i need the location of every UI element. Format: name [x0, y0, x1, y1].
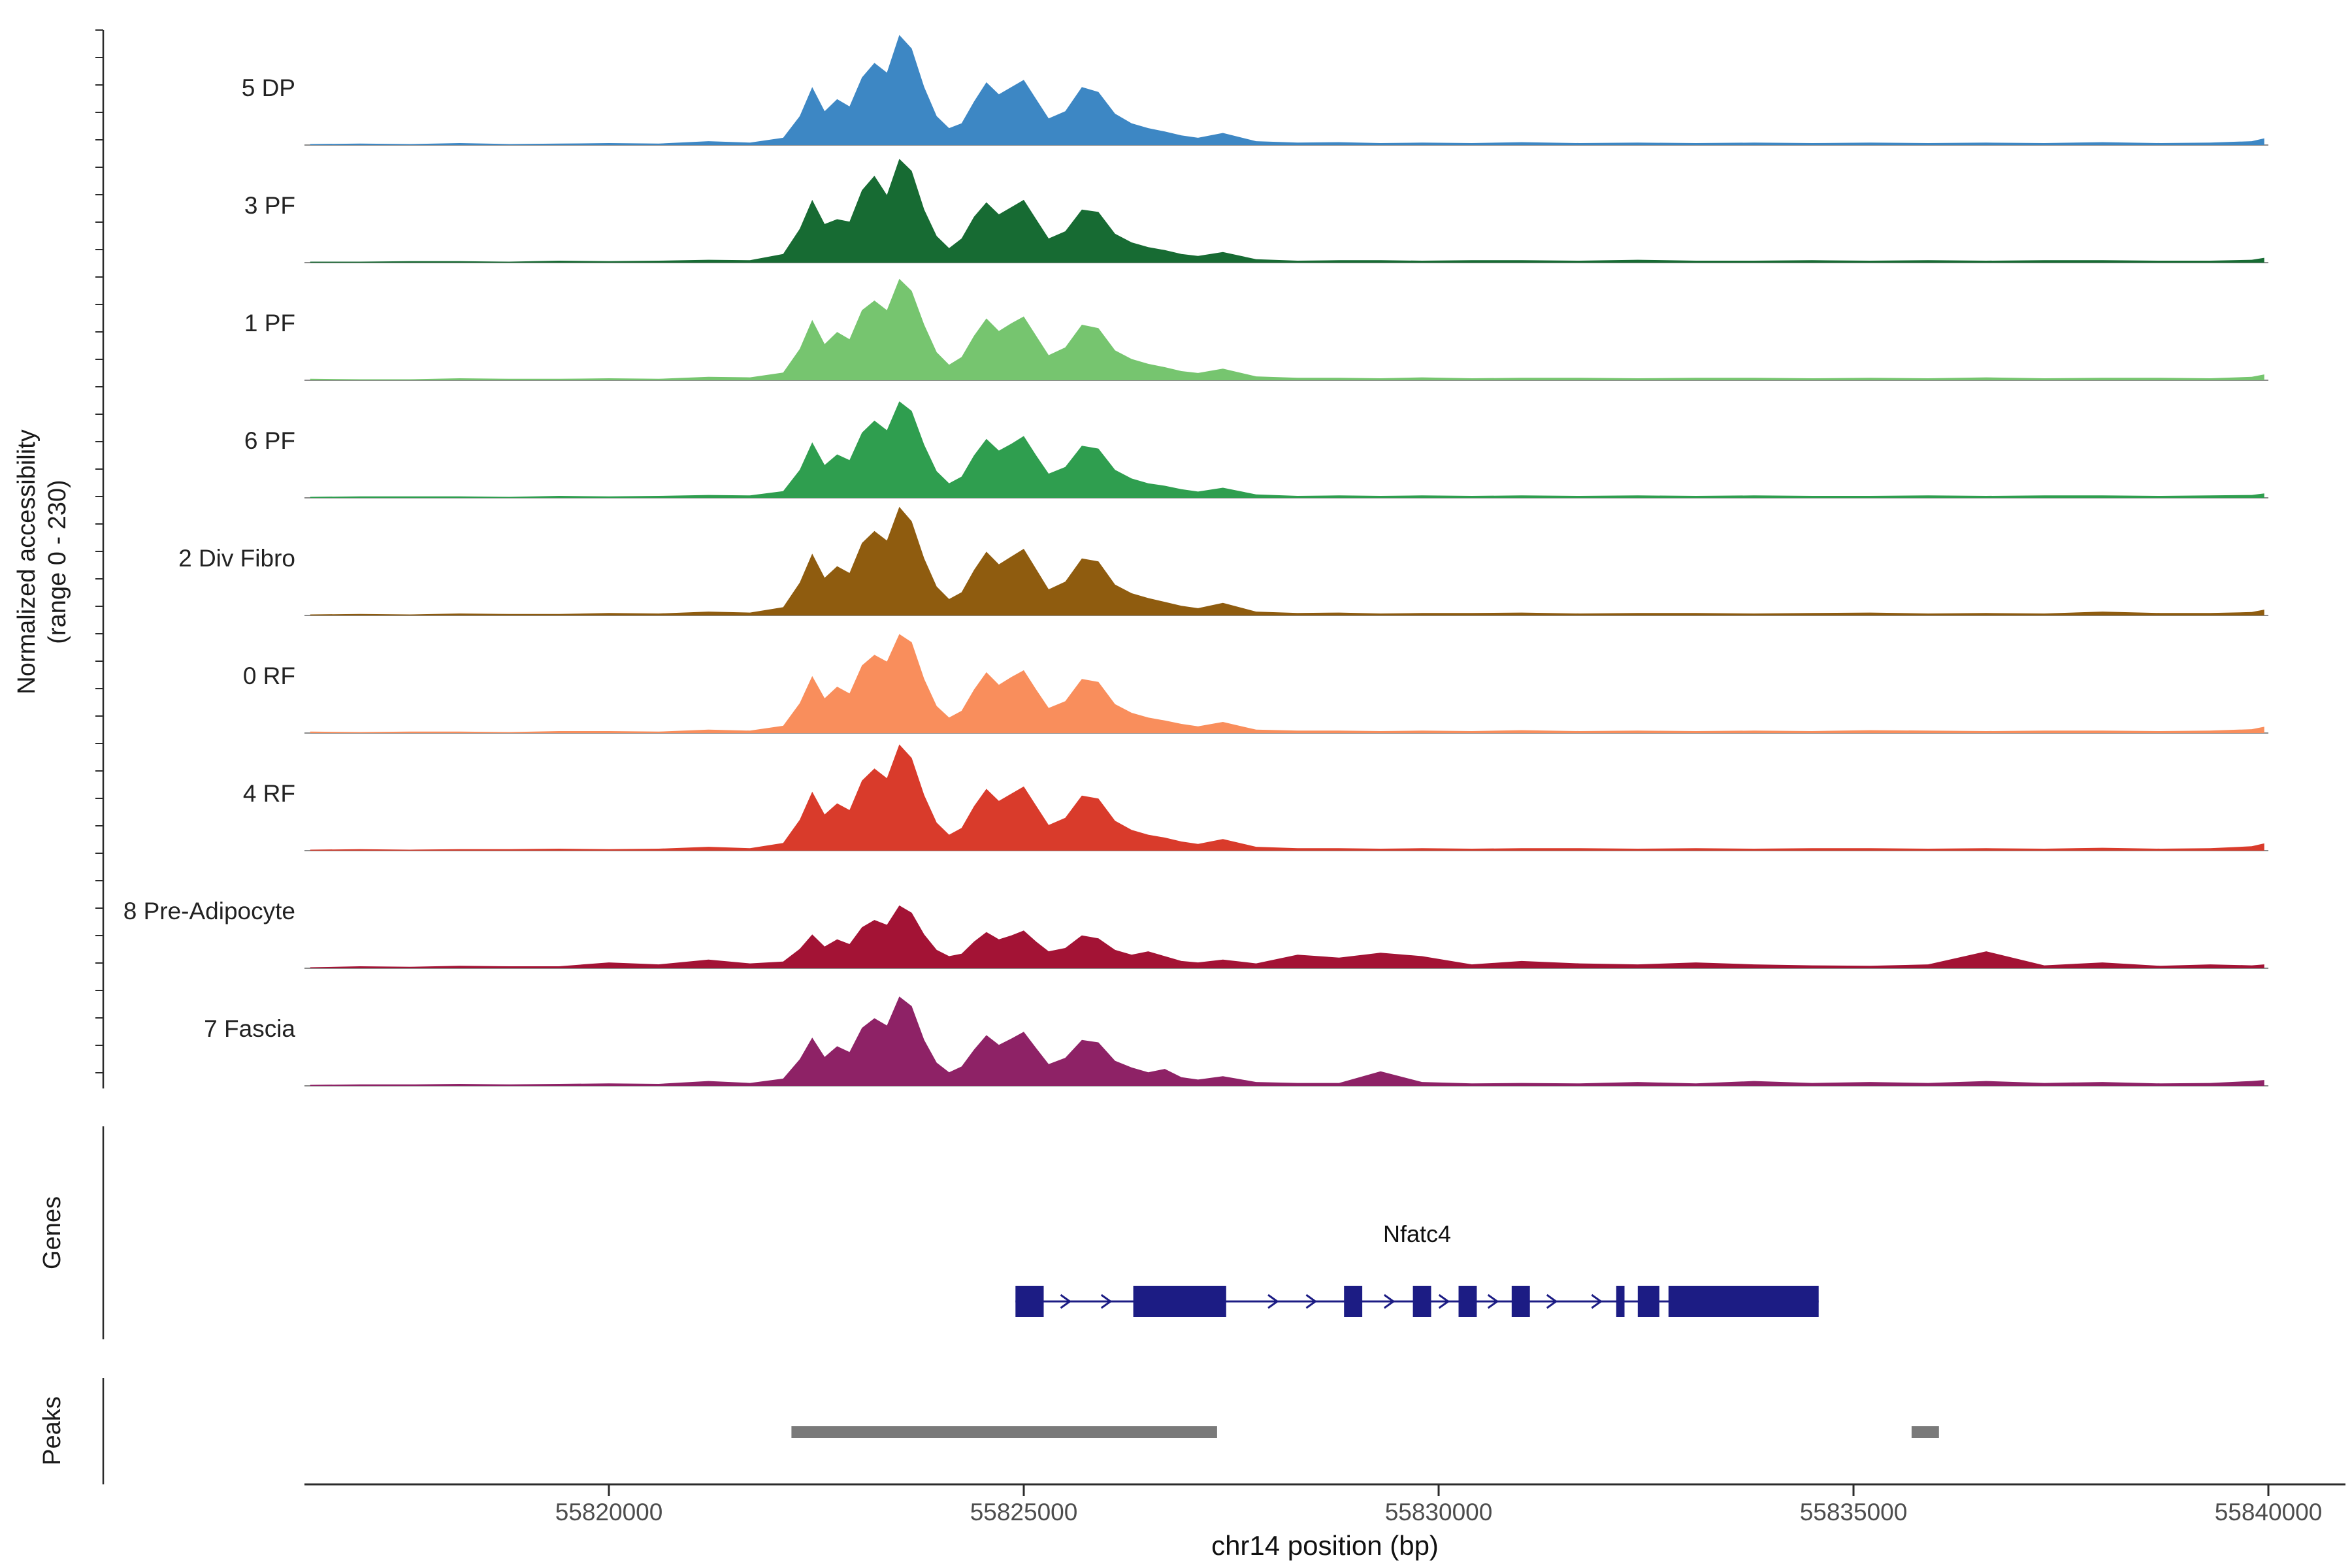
gene-exon — [1511, 1286, 1530, 1317]
signal-track-0-rf — [310, 634, 2264, 733]
gene-strand-arrow — [1267, 1294, 1279, 1309]
gene-exon — [1458, 1286, 1477, 1317]
track-label-4-rf: 4 RF — [242, 780, 295, 807]
signal-track-2-div-fibro — [310, 506, 2264, 615]
track-label-8-pre-adipocyte: 8 Pre-Adipocyte — [123, 898, 295, 924]
track-label-1-pf: 1 PF — [244, 310, 295, 336]
gene-exon — [1616, 1286, 1625, 1317]
x-tick-label-55835000: 55835000 — [1799, 1499, 1908, 1526]
track-label-2-div-fibro: 2 Div Fibro — [178, 545, 295, 572]
signal-track-6-pf — [310, 401, 2264, 498]
gene-strand-arrow — [1487, 1294, 1499, 1309]
x-axis-title: chr14 position (bp) — [1211, 1530, 1439, 1561]
gene-strand-arrow — [1546, 1294, 1558, 1309]
track-label-3-pf: 3 PF — [244, 192, 295, 219]
signal-track-5-dp — [310, 35, 2264, 145]
gene-exon — [1668, 1286, 1819, 1317]
signal-track-8-pre-adipocyte — [310, 905, 2264, 968]
track-label-6-pf: 6 PF — [244, 427, 295, 454]
gene-exon — [1015, 1286, 1044, 1317]
gene-strand-arrow — [1383, 1294, 1396, 1309]
track-label-5-dp: 5 DP — [241, 74, 295, 101]
signal-track-3-pf — [310, 159, 2264, 263]
peak-region-bar — [1911, 1426, 1939, 1438]
gene-strand-arrow — [1060, 1294, 1072, 1309]
gene-exon — [1133, 1286, 1226, 1317]
x-tick-label-55825000: 55825000 — [970, 1499, 1078, 1526]
gene-strand-arrow — [1100, 1294, 1113, 1309]
x-tick-label-55840000: 55840000 — [2214, 1499, 2323, 1526]
gene-strand-arrow — [1591, 1294, 1603, 1309]
gene-exon — [1344, 1286, 1363, 1317]
track-label-7-fascia: 7 Fascia — [204, 1015, 295, 1042]
gene-exon — [1413, 1286, 1431, 1317]
peaks-section-label: Peaks — [39, 1396, 66, 1465]
genes-section-label: Genes — [39, 1196, 66, 1269]
gene-strand-arrow — [1438, 1294, 1450, 1309]
peak-region-bar — [791, 1426, 1217, 1438]
gene-name-label: Nfatc4 — [1382, 1220, 1452, 1247]
x-tick-label-55830000: 55830000 — [1384, 1499, 1493, 1526]
signal-track-1-pf — [310, 278, 2264, 380]
signal-track-4-rf — [310, 744, 2264, 851]
gene-strand-arrow — [1305, 1294, 1317, 1309]
gene-exon — [1637, 1286, 1659, 1317]
track-label-0-rf: 0 RF — [242, 662, 295, 689]
signal-track-7-fascia — [310, 996, 2264, 1086]
x-tick-label-55820000: 55820000 — [555, 1499, 663, 1526]
